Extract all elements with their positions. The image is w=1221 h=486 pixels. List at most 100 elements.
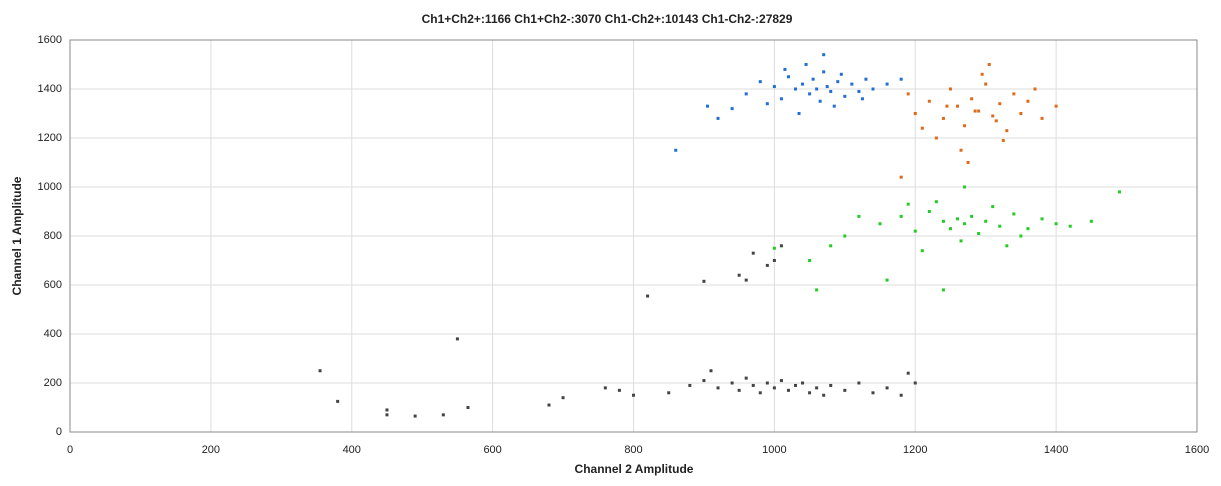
point	[948, 227, 952, 231]
x-tick-label: 600	[483, 444, 501, 456]
point	[336, 399, 340, 403]
point	[801, 381, 805, 385]
point	[751, 251, 755, 255]
point	[822, 393, 826, 397]
point	[920, 249, 924, 253]
point	[794, 383, 798, 387]
x-tick-label: 200	[202, 444, 220, 456]
point	[956, 104, 960, 108]
point	[843, 388, 847, 392]
point	[1005, 129, 1009, 133]
point	[913, 229, 917, 233]
point	[871, 87, 875, 91]
point	[1054, 222, 1058, 226]
point	[927, 210, 931, 213]
y-tick-label: 600	[44, 279, 62, 291]
point	[850, 82, 854, 86]
point	[765, 381, 769, 385]
point	[737, 273, 741, 277]
point	[786, 388, 790, 392]
point	[547, 403, 551, 407]
point	[959, 239, 963, 243]
point	[765, 102, 769, 106]
point	[959, 148, 963, 152]
point	[843, 234, 847, 238]
point	[899, 393, 903, 397]
point	[885, 386, 889, 390]
point	[561, 396, 565, 400]
point	[815, 87, 819, 91]
point	[709, 369, 713, 373]
x-tick-label: 1600	[1185, 444, 1209, 456]
point	[786, 75, 790, 79]
point	[1118, 190, 1122, 194]
point	[744, 278, 748, 282]
point	[998, 224, 1002, 228]
point	[466, 406, 470, 409]
point	[963, 124, 967, 128]
point	[716, 386, 720, 390]
point	[1040, 217, 1044, 221]
point	[941, 116, 945, 120]
point	[808, 391, 812, 395]
x-tick-label: 1000	[762, 444, 786, 456]
point	[843, 94, 847, 98]
point	[963, 222, 967, 226]
point	[991, 114, 995, 118]
point	[963, 185, 967, 189]
point	[779, 379, 783, 383]
point	[857, 214, 861, 218]
point	[455, 337, 459, 341]
point	[829, 89, 833, 93]
y-tick-label: 1200	[38, 132, 62, 144]
point	[815, 386, 819, 390]
x-tick-label: 400	[343, 444, 361, 456]
point	[839, 72, 843, 76]
point	[318, 369, 322, 373]
point	[857, 89, 861, 93]
point	[815, 288, 819, 292]
point	[871, 391, 875, 395]
plot-border	[69, 39, 1198, 433]
point	[836, 80, 840, 84]
point	[966, 161, 970, 164]
point	[702, 379, 706, 383]
point	[617, 388, 621, 392]
point	[1040, 116, 1044, 120]
point	[857, 381, 861, 385]
point	[801, 82, 805, 86]
point	[906, 92, 910, 96]
point	[927, 99, 931, 103]
point	[779, 97, 783, 101]
point	[413, 414, 417, 418]
point	[702, 279, 706, 283]
point	[705, 104, 709, 108]
point	[1054, 104, 1058, 108]
y-tick-label: 200	[44, 377, 62, 389]
point	[603, 386, 607, 390]
point	[913, 381, 917, 385]
point	[860, 97, 864, 101]
point	[808, 259, 812, 262]
point	[829, 383, 833, 387]
point	[885, 278, 889, 282]
y-tick-label: 1600	[38, 34, 62, 46]
point	[1026, 227, 1030, 231]
point	[1012, 212, 1016, 216]
point	[758, 391, 762, 395]
point	[822, 53, 826, 57]
point	[730, 107, 734, 111]
point	[772, 259, 776, 262]
point	[1001, 138, 1005, 142]
point	[980, 72, 984, 76]
point	[973, 109, 977, 113]
point	[808, 92, 812, 96]
point	[998, 102, 1002, 106]
point	[984, 219, 988, 223]
point	[970, 214, 974, 218]
point	[783, 67, 787, 71]
point	[994, 119, 998, 123]
y-axis-label: Channel 1 Amplitude	[10, 176, 24, 295]
